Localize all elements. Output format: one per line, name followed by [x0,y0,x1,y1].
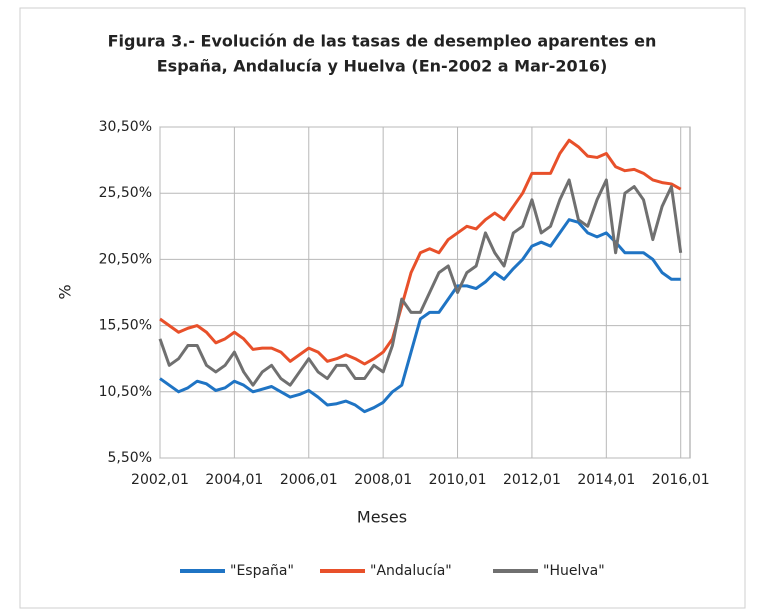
x-tick-label: 2006,01 [280,472,338,488]
legend-label: "España" [230,563,294,579]
legend-label: "Andalucía" [370,563,452,579]
chart-title: Figura 3.- Evolución de las tasas de des… [108,32,657,51]
plot-area [159,126,691,459]
x-tick-label: 2016,01 [652,472,710,488]
data-line [159,218,681,414]
data-line [159,138,682,366]
x-tick-label: 2002,01 [131,472,189,488]
y-tick-label: 10,50% [99,384,152,400]
y-tick-label: 5,50% [108,450,152,466]
y-tick-label: 20,50% [99,251,152,267]
x-axis-label: Meses [357,508,407,527]
legend-label: "Huelva" [543,563,605,579]
x-tick-label: 2010,01 [429,472,487,488]
y-tick-label: 15,50% [99,318,152,334]
x-tick-label: 2012,01 [503,472,561,488]
data-line [158,178,683,387]
y-tick-label: 30,50% [99,119,152,135]
x-tick-label: 2008,01 [354,472,412,488]
y-axis-label: % [56,284,75,299]
frame [19,7,746,609]
y-tick-label: 25,50% [99,185,152,201]
x-tick-label: 2014,01 [577,472,635,488]
chart-title: España, Andalucía y Huelva (En-2002 a Ma… [157,57,608,76]
x-tick-label: 2004,01 [205,472,263,488]
